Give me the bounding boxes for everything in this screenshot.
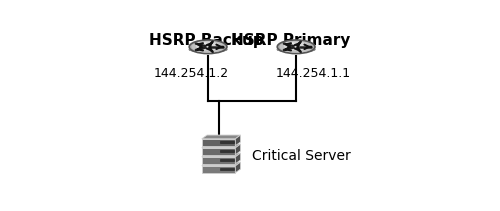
Text: HSRP Backup: HSRP Backup	[150, 33, 264, 48]
Polygon shape	[202, 139, 235, 146]
Text: 144.254.1.1: 144.254.1.1	[276, 67, 350, 80]
Polygon shape	[202, 148, 235, 155]
FancyBboxPatch shape	[277, 47, 315, 50]
Ellipse shape	[277, 47, 315, 52]
Polygon shape	[236, 162, 240, 173]
Polygon shape	[236, 135, 240, 146]
Polygon shape	[202, 153, 240, 157]
Polygon shape	[202, 166, 235, 173]
Ellipse shape	[280, 41, 312, 53]
Ellipse shape	[196, 42, 206, 46]
Ellipse shape	[284, 42, 294, 46]
FancyBboxPatch shape	[189, 47, 227, 50]
Polygon shape	[220, 141, 234, 143]
Text: 144.254.1.2: 144.254.1.2	[154, 67, 229, 80]
Polygon shape	[236, 153, 240, 164]
Polygon shape	[220, 168, 234, 170]
Ellipse shape	[189, 47, 227, 52]
Ellipse shape	[277, 40, 315, 54]
Polygon shape	[202, 162, 240, 166]
Text: Critical Server: Critical Server	[252, 149, 351, 163]
Text: HSRP Primary: HSRP Primary	[231, 33, 350, 48]
Ellipse shape	[284, 42, 308, 50]
Polygon shape	[202, 144, 240, 148]
Polygon shape	[220, 150, 234, 152]
Ellipse shape	[192, 41, 224, 53]
Polygon shape	[202, 157, 235, 164]
Polygon shape	[202, 135, 240, 139]
Ellipse shape	[196, 42, 220, 50]
Ellipse shape	[189, 40, 227, 54]
Polygon shape	[220, 160, 234, 161]
Polygon shape	[236, 144, 240, 155]
